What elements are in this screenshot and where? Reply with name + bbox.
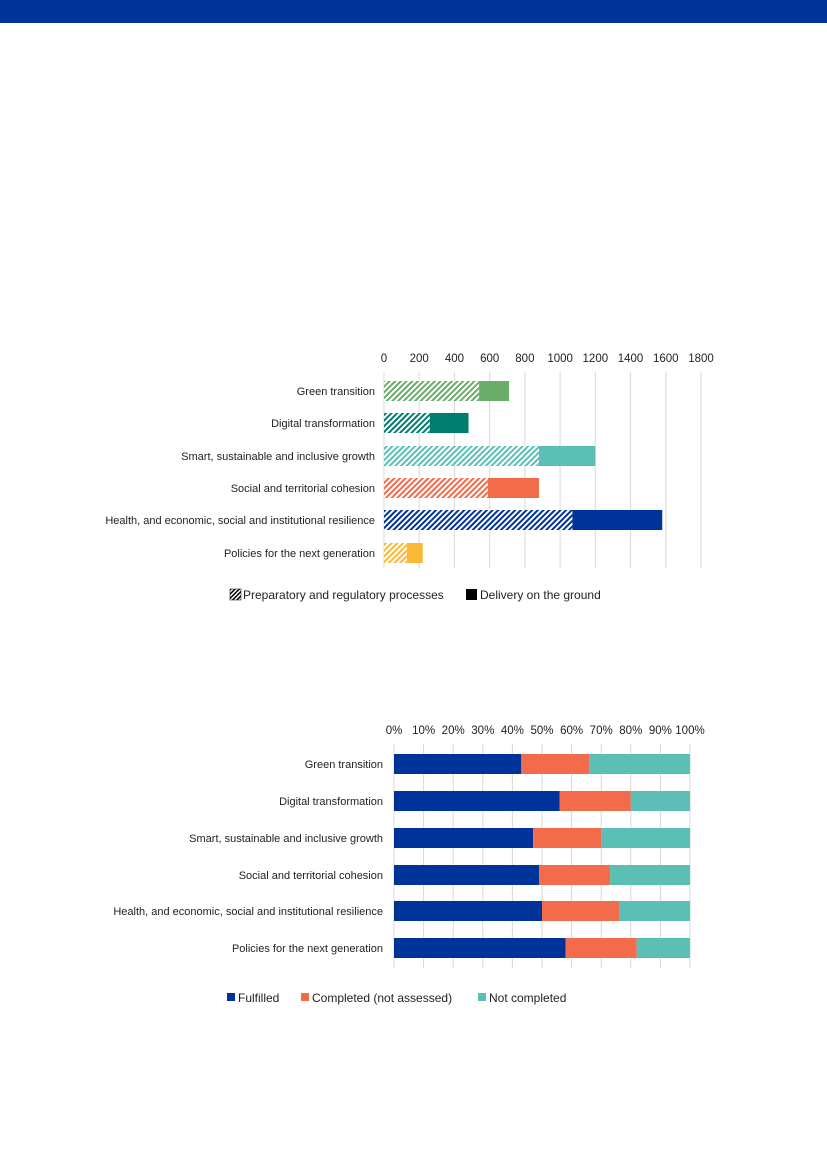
x-tick-label: 80% (619, 725, 642, 737)
legend-swatch-solid (466, 589, 477, 600)
x-tick-label: 1800 (688, 353, 714, 365)
bar-completed-not-assessed (559, 791, 631, 811)
x-tick-label: 200 (410, 353, 429, 365)
category-label: Digital transformation (279, 796, 383, 808)
category-label: Social and territorial cohesion (239, 870, 383, 882)
legend-swatch-hatched (229, 588, 242, 601)
bar-not-completed (610, 865, 690, 885)
bar-preparatory (384, 381, 480, 401)
legend-swatch (478, 993, 486, 1001)
bar-not-completed (589, 754, 690, 774)
bar-delivery (479, 381, 510, 401)
legend-label: Not completed (489, 991, 566, 1005)
legend-swatch (227, 993, 235, 1001)
bar-delivery (406, 543, 423, 563)
bar-delivery (572, 510, 663, 530)
category-label: Green transition (305, 759, 383, 771)
legend-swatch (301, 993, 309, 1001)
x-tick-label: 1200 (583, 353, 609, 365)
category-label: Green transition (297, 386, 375, 398)
x-tick-label: 50% (530, 725, 553, 737)
bar-preparatory (384, 478, 488, 498)
bar-delivery (487, 478, 539, 498)
category-label: Smart, sustainable and inclusive growth (189, 833, 383, 845)
x-tick-label: 100% (675, 725, 704, 737)
chart-percent-milestones: 0% 10% 20% 30% 40% 50% 60% 70% 80% 90% 100% Green … (113, 725, 704, 1005)
x-tick-label: 1400 (618, 353, 644, 365)
bar-completed-not-assessed (521, 754, 590, 774)
x-tick-label: 0 (381, 353, 387, 365)
legend-label: Delivery on the ground (480, 588, 601, 602)
category-label: Smart, sustainable and inclusive growth (181, 451, 375, 463)
legend-label: Fulfilled (238, 991, 279, 1005)
bar-fulfilled (394, 828, 534, 848)
bar-completed-not-assessed (565, 938, 637, 958)
x-tick-label: 1600 (653, 353, 679, 365)
bar-completed-not-assessed (542, 901, 619, 921)
bar-delivery (429, 413, 469, 433)
x-tick-label: 70% (590, 725, 613, 737)
x-tick-label: 10% (412, 725, 435, 737)
bar-not-completed (636, 938, 690, 958)
x-tick-label: 1000 (547, 353, 573, 365)
bar-completed-not-assessed (533, 828, 602, 848)
bar-fulfilled (394, 938, 566, 958)
x-tick-label: 600 (480, 353, 499, 365)
top-header-band (0, 0, 827, 23)
legend-label: Completed (not assessed) (312, 991, 452, 1005)
x-tick-label: 90% (649, 725, 672, 737)
bar-not-completed (618, 901, 690, 921)
bar-fulfilled (394, 791, 560, 811)
category-label: Policies for the next generation (232, 943, 383, 955)
legend-label: Preparatory and regulatory processes (243, 588, 444, 602)
x-tick-label: 60% (560, 725, 583, 737)
bar-preparatory (384, 510, 573, 530)
x-tick-label: 20% (442, 725, 465, 737)
x-tick-label: 40% (501, 725, 524, 737)
x-tick-label: 400 (445, 353, 464, 365)
bar-preparatory (384, 543, 407, 563)
category-label: Social and territorial cohesion (231, 483, 375, 495)
bar-completed-not-assessed (539, 865, 611, 885)
bar-preparatory (384, 446, 539, 466)
x-tick-label: 30% (471, 725, 494, 737)
bar-fulfilled (394, 901, 542, 921)
bar-preparatory (384, 413, 430, 433)
category-label: Digital transformation (271, 418, 375, 430)
category-label: Health, and economic, social and institu… (105, 515, 375, 527)
bar-delivery (538, 446, 596, 466)
chart-absolute-milestones: 0 200 400 600 800 1000 1200 1400 1600 1800 Green … (105, 353, 714, 602)
bar-not-completed (630, 791, 690, 811)
x-tick-label: 0% (386, 725, 403, 737)
x-tick-label: 800 (515, 353, 534, 365)
bar-not-completed (601, 828, 690, 848)
category-label: Policies for the next generation (224, 548, 375, 560)
bar-fulfilled (394, 865, 540, 885)
bar-fulfilled (394, 754, 522, 774)
category-label: Health, and economic, social and institu… (113, 906, 383, 918)
